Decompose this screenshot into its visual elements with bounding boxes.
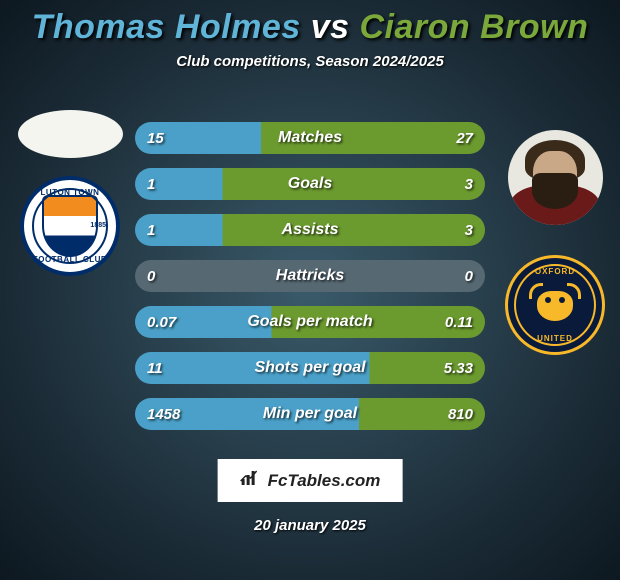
stat-label: Min per goal bbox=[263, 405, 357, 423]
stat-row: 0.07 Goals per match 0.11 bbox=[135, 306, 485, 338]
stat-label: Hattricks bbox=[276, 267, 344, 285]
left-player-column: LUTON TOWN 1885 FOOTBALL CLUB bbox=[15, 110, 125, 276]
club2-text-bot: UNITED bbox=[537, 334, 573, 343]
stat-row: 0 Hattricks 0 bbox=[135, 260, 485, 292]
subtitle: Club competitions, Season 2024/2025 bbox=[0, 53, 620, 70]
stat-right-value: 3 bbox=[465, 222, 473, 239]
club1-text-bot: FOOTBALL CLUB bbox=[33, 255, 107, 264]
stat-label: Matches bbox=[278, 129, 342, 147]
club1-est: 1885 bbox=[90, 222, 106, 229]
chart-icon bbox=[240, 469, 260, 492]
stat-left-value: 1458 bbox=[147, 406, 180, 423]
ox-head-icon bbox=[533, 285, 577, 325]
stat-left-value: 0 bbox=[147, 268, 155, 285]
player1-club-badge: LUTON TOWN 1885 FOOTBALL CLUB bbox=[20, 176, 120, 276]
stat-left-value: 1 bbox=[147, 222, 155, 239]
stats-container: 15 Matches 27 1 Goals 3 1 Assists 3 0 Hattricks 0 0.… bbox=[135, 122, 485, 430]
watermark-badge: FcTables.com bbox=[218, 459, 403, 502]
right-player-column: OXFORD UNITED bbox=[505, 130, 605, 355]
stat-row: 11 Shots per goal 5.33 bbox=[135, 352, 485, 384]
club1-text-top: LUTON TOWN bbox=[41, 188, 100, 197]
stat-right-value: 5.33 bbox=[444, 360, 473, 377]
watermark-text: FcTables.com bbox=[268, 471, 381, 491]
player1-avatar-placeholder bbox=[18, 110, 123, 158]
player2-name: Ciaron Brown bbox=[359, 8, 588, 46]
stat-right-value: 27 bbox=[456, 130, 473, 147]
player2-avatar bbox=[508, 130, 603, 225]
stat-label: Goals bbox=[288, 175, 332, 193]
comparison-title: Thomas Holmes vs Ciaron Brown bbox=[0, 0, 620, 47]
stat-right-value: 3 bbox=[465, 176, 473, 193]
stat-left-value: 11 bbox=[147, 360, 163, 377]
stat-right-value: 0 bbox=[465, 268, 473, 285]
stat-row: 1 Assists 3 bbox=[135, 214, 485, 246]
vs-text: vs bbox=[311, 8, 350, 46]
club2-text-top: OXFORD bbox=[535, 267, 575, 276]
stat-label: Goals per match bbox=[247, 313, 372, 331]
player1-name: Thomas Holmes bbox=[32, 8, 301, 46]
stat-left-value: 15 bbox=[147, 130, 164, 147]
player2-club-badge: OXFORD UNITED bbox=[505, 255, 605, 355]
stat-left-value: 1 bbox=[147, 176, 155, 193]
comparison-date: 20 january 2025 bbox=[254, 517, 366, 534]
stat-right-value: 0.11 bbox=[445, 314, 473, 331]
stat-label: Assists bbox=[282, 221, 339, 239]
stat-row: 1458 Min per goal 810 bbox=[135, 398, 485, 430]
stat-left-value: 0.07 bbox=[147, 314, 176, 331]
stat-right-value: 810 bbox=[448, 406, 473, 423]
stat-label: Shots per goal bbox=[254, 359, 365, 377]
stat-row: 15 Matches 27 bbox=[135, 122, 485, 154]
stat-row: 1 Goals 3 bbox=[135, 168, 485, 200]
